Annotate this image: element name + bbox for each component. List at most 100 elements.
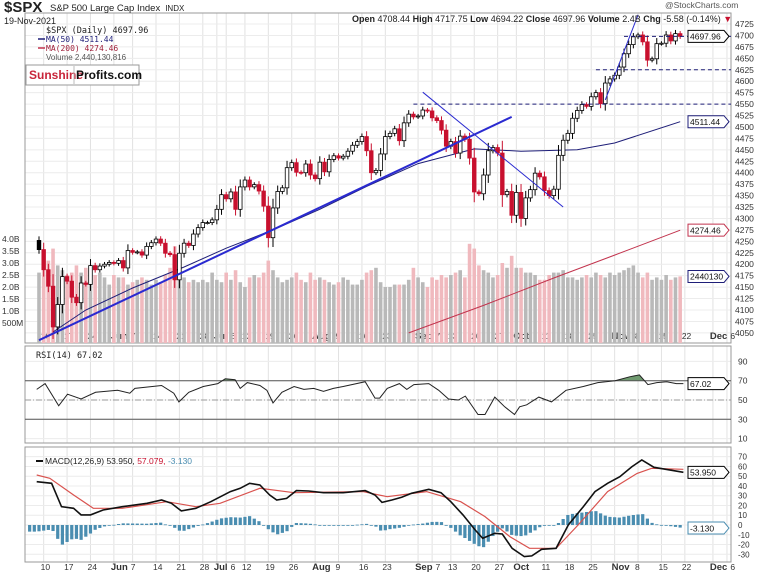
volume-bar <box>580 277 584 343</box>
volume-bar <box>280 282 285 343</box>
candle <box>125 244 131 275</box>
trendline-uptrend <box>38 115 513 342</box>
candle <box>359 133 365 145</box>
candle-body <box>397 128 402 142</box>
date-axis-label: 6 <box>730 562 735 572</box>
macd-histogram-bar <box>421 523 425 525</box>
macd-histogram-bar <box>290 525 294 527</box>
volume-bar <box>537 279 542 343</box>
macd-histogram-bar <box>430 521 434 525</box>
macd-histogram-bar <box>491 525 495 537</box>
candle-body <box>434 117 439 121</box>
macd-histogram-bar <box>135 523 139 525</box>
candle <box>570 112 575 139</box>
macd-histogram-bar <box>360 524 364 526</box>
candle-body <box>617 66 622 76</box>
candle-body <box>345 150 351 157</box>
macd-histogram-bar <box>159 522 163 525</box>
candle-body <box>355 141 360 146</box>
volume-bar <box>430 277 434 343</box>
price-tick-label: 4200 <box>735 259 754 269</box>
volume-bar <box>598 275 603 343</box>
macd-histogram-bar <box>131 523 135 525</box>
candle-body <box>289 162 294 169</box>
date-axis-label: 21 <box>176 331 186 341</box>
candle-body <box>593 92 599 98</box>
candle <box>266 196 271 248</box>
candle-body <box>60 276 65 305</box>
candle <box>673 29 678 45</box>
macd-histogram-bar <box>533 525 537 531</box>
macd-histogram-bar <box>271 525 275 533</box>
volume-tick-label: 500M <box>2 318 23 328</box>
candle <box>425 107 430 114</box>
candle <box>626 40 631 58</box>
price-tick-label: 4400 <box>735 168 754 178</box>
candle <box>177 244 182 289</box>
volume-bar <box>523 272 528 343</box>
macd-histogram-bar <box>538 525 542 528</box>
macd-histogram-bar <box>599 513 603 525</box>
volume-tick-label: 2.0B <box>2 282 20 292</box>
candle <box>275 185 280 214</box>
volume-bar <box>369 270 374 343</box>
candle-body <box>233 191 238 210</box>
candle <box>528 185 533 202</box>
candle-body <box>542 176 547 191</box>
panel-border <box>24 12 732 344</box>
volume-bar <box>294 272 299 343</box>
macd-value: 53.950, <box>106 456 134 466</box>
candle-body <box>191 233 196 246</box>
volume-bar <box>477 265 481 343</box>
volume-bar <box>327 282 331 343</box>
volume-value-tag: 2440130 <box>687 269 730 283</box>
volume-bar <box>542 279 547 343</box>
close-value-tag-text: 4697.96 <box>690 32 721 42</box>
macd-histogram-bar <box>201 524 205 526</box>
candle-body <box>252 184 257 188</box>
macd-histogram-bar <box>280 525 284 533</box>
candle <box>640 31 645 46</box>
candle-body <box>500 152 505 196</box>
volume-bar <box>626 267 631 343</box>
volume-bar <box>378 282 383 343</box>
macd-histogram-bar <box>369 524 373 526</box>
candle-body <box>570 117 575 134</box>
date-axis-label: Jul <box>214 562 228 573</box>
macd-tick-label: -20 <box>738 541 750 550</box>
volume-bar <box>449 275 453 343</box>
volume-bar <box>69 272 74 343</box>
volume-bar <box>640 277 645 343</box>
candle <box>252 182 257 190</box>
candle <box>326 154 332 177</box>
candle <box>518 184 524 227</box>
candle-body <box>41 249 46 271</box>
volume-bar <box>201 279 205 343</box>
candle <box>607 76 613 86</box>
candle-body <box>111 262 117 264</box>
candle <box>83 280 88 287</box>
macd-histogram-bar <box>678 525 682 528</box>
candle <box>69 275 74 304</box>
date-axis-label: 17 <box>64 331 74 341</box>
candle <box>144 242 149 260</box>
macd-histogram-bar <box>407 525 411 526</box>
candle-body <box>504 191 510 196</box>
rsi-panel: 67.02 <box>25 374 731 420</box>
candle-body <box>387 132 393 137</box>
candle-body <box>177 252 182 281</box>
candle <box>116 258 121 266</box>
macd-histogram-bar <box>154 523 158 525</box>
index-name: S&P 500 Large Cap Index <box>50 3 160 14</box>
candle <box>551 185 556 200</box>
candle-body <box>280 187 285 192</box>
volume-bar <box>406 279 411 343</box>
date-axis-label: 20 <box>471 331 481 341</box>
volume-bar <box>346 279 350 343</box>
candle-body <box>181 242 187 254</box>
date-axis-label: 19 <box>265 331 275 341</box>
price-tick-label: 4150 <box>735 282 754 292</box>
macd-histogram-bar <box>51 525 55 532</box>
volume-bar <box>313 279 317 343</box>
volume-bar <box>439 275 444 343</box>
